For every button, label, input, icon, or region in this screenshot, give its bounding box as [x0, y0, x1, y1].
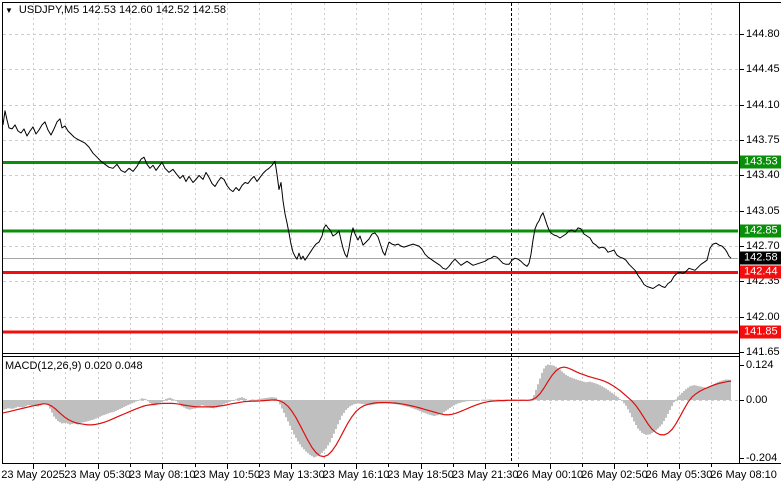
macd-axis-label: 0.00 [746, 394, 768, 406]
collapse-arrow-icon[interactable]: ▼ [5, 5, 13, 15]
level-price-badge: 142.44 [740, 265, 781, 279]
macd-axis-label: 0.124 [746, 358, 774, 371]
price-axis-label: 144.10 [746, 98, 780, 111]
time-axis-label: 23 May 21:30 [451, 469, 519, 481]
time-axis-label: 23 May 13:30 [258, 469, 325, 481]
price-axis-label: 142.00 [746, 310, 780, 323]
level-price-badge: 142.85 [740, 224, 781, 238]
price-axis-label: 141.65 [746, 346, 780, 359]
time-axis-label: 26 May 00:10 [516, 469, 584, 481]
price-axis-label: 143.05 [746, 204, 780, 217]
price-axis-label: 143.75 [746, 134, 780, 147]
symbol-ohlc-text: USDJPY,M5 142.53 142.60 142.52 142.58 [18, 4, 227, 16]
time-axis-label: 26 May 02:50 [581, 469, 648, 481]
price-axis-label: 144.45 [746, 63, 780, 76]
time-axis-label: 26 May 08:10 [710, 469, 777, 481]
time-axis-label: 23 May 05:30 [64, 469, 131, 481]
time-axis-label: 23 May 16:10 [322, 469, 390, 481]
time-axis-label: 23 May 10:50 [193, 469, 261, 481]
level-price-badge: 141.85 [740, 325, 781, 339]
macd-indicator-label: MACD(12,26,9) 0.020 0.048 [5, 360, 143, 372]
time-axis-label: 26 May 05:30 [645, 469, 713, 481]
macd-axis-label: -0.204 [746, 452, 778, 465]
price-axis-label: 144.80 [746, 28, 780, 40]
price-axis-label: 143.40 [746, 169, 780, 182]
time-axis-label: 23 May 18:50 [387, 469, 454, 481]
time-axis-label: 23 May 2025 [1, 469, 65, 481]
symbol-ohlc-title: ▼ USDJPY,M5 142.53 142.60 142.52 142.58 [5, 4, 226, 16]
price-axis-label: 142.70 [746, 240, 780, 253]
level-price-badge: 143.53 [740, 155, 781, 169]
time-axis-label: 23 May 08:10 [128, 469, 196, 481]
current-price-badge: 142.58 [740, 251, 781, 265]
